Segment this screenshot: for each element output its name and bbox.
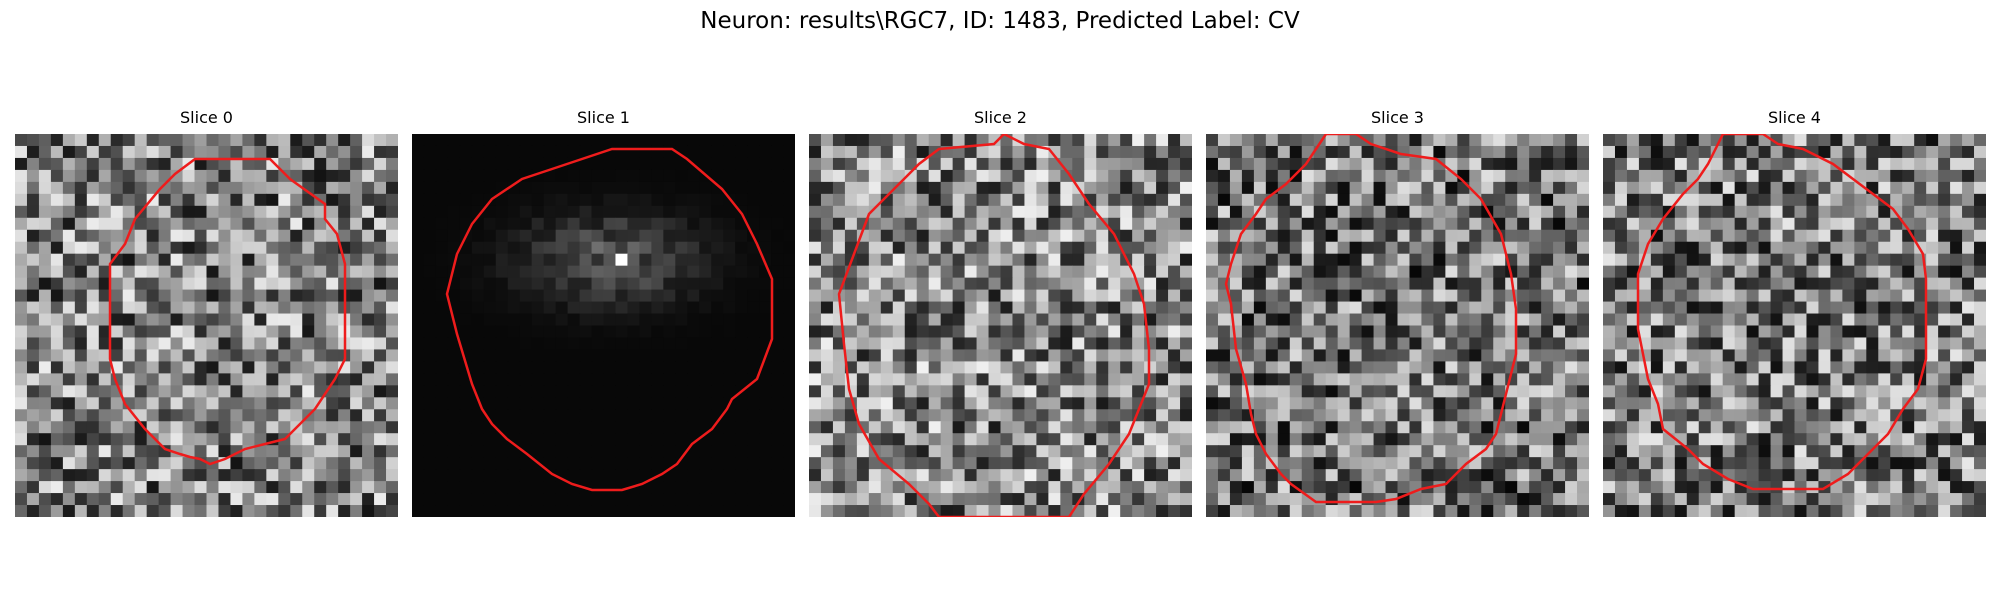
slice-title: Slice 4: [1768, 108, 1821, 127]
cell-contour: [837, 134, 1151, 517]
pixel-grid: [15, 134, 398, 517]
slice-image: [1603, 134, 1986, 517]
pixel-grid: [1603, 134, 1986, 517]
slice-image: [1206, 134, 1589, 517]
slice-title: Slice 2: [974, 108, 1027, 127]
slice-image: [809, 134, 1192, 517]
figure-title: Neuron: results\RGC7, ID: 1483, Predicte…: [700, 8, 1300, 34]
cell-contour: [1224, 134, 1518, 504]
cell-contour: [445, 147, 774, 492]
slice-title: Slice 0: [180, 108, 233, 127]
slice-title: Slice 1: [577, 108, 630, 127]
slice-title: Slice 3: [1371, 108, 1424, 127]
cell-contour: [108, 157, 347, 466]
pixel-grid: [809, 134, 1192, 517]
slice-image: [412, 134, 795, 517]
pixel-grid: [1206, 134, 1589, 517]
slice-image: [15, 134, 398, 517]
pixel-grid: [412, 134, 795, 517]
cell-contour: [1636, 134, 1928, 491]
